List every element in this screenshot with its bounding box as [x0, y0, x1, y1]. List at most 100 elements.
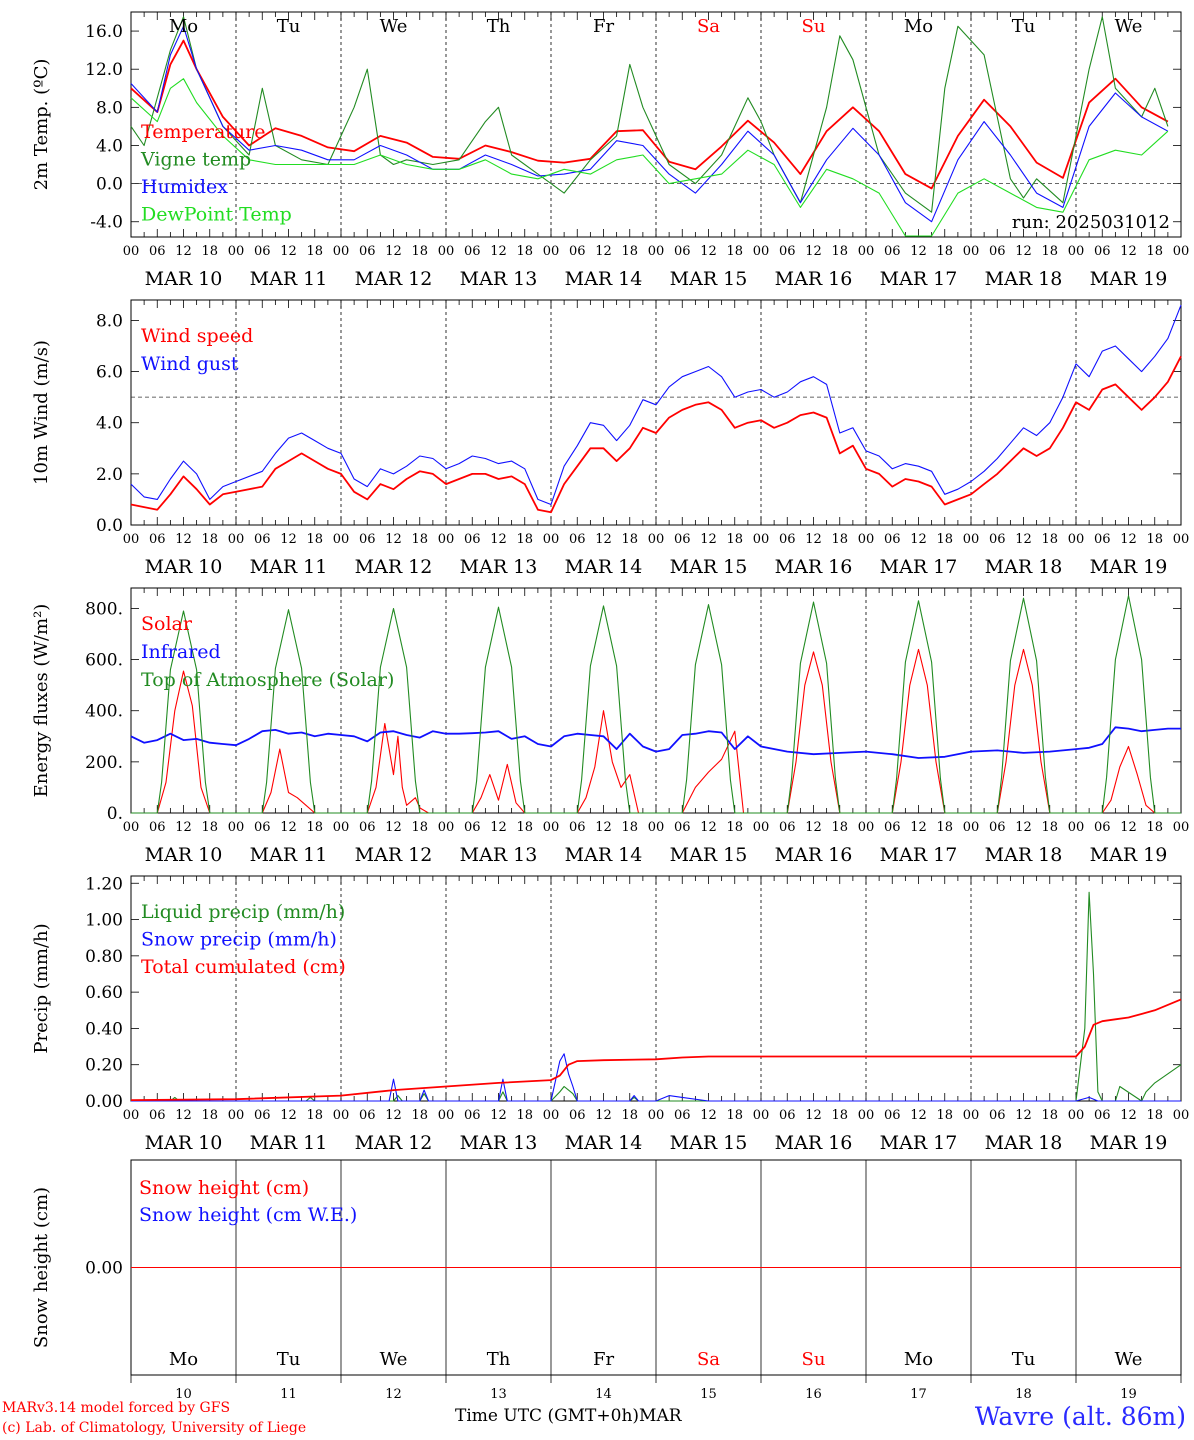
date-label: MAR 11 — [250, 556, 328, 578]
hour-label: 18 — [831, 532, 848, 547]
hour-label: 12 — [1015, 820, 1032, 835]
date-label: MAR 11 — [250, 268, 328, 290]
run-label: run: 2025031012 — [1012, 212, 1170, 233]
hour-label: 06 — [254, 244, 271, 259]
day-name: Sa — [697, 1349, 720, 1370]
hour-label: 18 — [411, 244, 428, 259]
hour-label: 00 — [648, 244, 665, 259]
hour-label: 00 — [648, 532, 665, 547]
x-axis-caption: Time UTC (GMT+0h)MAR — [455, 1406, 682, 1426]
hour-label: 12 — [700, 244, 717, 259]
date-label: MAR 13 — [460, 556, 538, 578]
series-line-vigne-temp — [130, 16, 1169, 213]
hour-label: 06 — [674, 532, 691, 547]
hour-label: 00 — [543, 1108, 560, 1123]
hour-label: 06 — [674, 820, 691, 835]
hour-label: 12 — [1015, 1108, 1032, 1123]
hour-label: 18 — [831, 820, 848, 835]
day-name: Su — [802, 16, 826, 37]
day-name: Th — [487, 16, 511, 37]
day-name: Tu — [1012, 16, 1036, 37]
hour-label: 00 — [123, 820, 140, 835]
hour-label: 18 — [201, 1108, 218, 1123]
hour-label: 18 — [726, 820, 743, 835]
hour-label: 12 — [805, 244, 822, 259]
hour-label: 00 — [858, 244, 875, 259]
series-line-snow-precip-mm-h- — [131, 1053, 1181, 1102]
hour-label: 00 — [438, 820, 455, 835]
hour-label: 00 — [753, 244, 770, 259]
hour-label: 06 — [254, 532, 271, 547]
hour-label: 00 — [438, 244, 455, 259]
y-tick-label: 400. — [85, 702, 123, 722]
hour-label: 00 — [963, 532, 980, 547]
hour-label: 06 — [989, 532, 1006, 547]
hour-label: 18 — [411, 1108, 428, 1123]
series-line-dewpoint-temp — [130, 78, 1169, 237]
hour-label: 00 — [123, 1108, 140, 1123]
hour-label: 06 — [674, 244, 691, 259]
hour-label: 00 — [228, 244, 245, 259]
day-name: Tu — [277, 16, 301, 37]
series-line-infrared — [130, 726, 1181, 759]
hour-label: 12 — [175, 1108, 192, 1123]
y-axis-label: 10m Wind (m/s) — [31, 340, 52, 485]
model-credit: MARv3.14 model forced by GFS — [2, 1400, 231, 1416]
legend-entry: Vigne temp — [140, 149, 251, 171]
hour-label: 12 — [700, 820, 717, 835]
hour-label: 18 — [831, 1108, 848, 1123]
y-tick-label: 12.0 — [85, 60, 123, 80]
hour-label: 18 — [411, 820, 428, 835]
hour-label: 06 — [884, 532, 901, 547]
day-number: 19 — [1120, 1387, 1137, 1402]
legend-entry: Temperature — [141, 121, 265, 143]
hour-label: 00 — [858, 820, 875, 835]
hour-label: 06 — [779, 532, 796, 547]
hour-label: 12 — [910, 1108, 927, 1123]
day-number: 12 — [385, 1387, 402, 1402]
hour-label: 00 — [1068, 820, 1085, 835]
hour-label: 18 — [1041, 532, 1058, 547]
y-tick-label: 800. — [85, 599, 123, 619]
y-axis-label: 2m Temp. (ºC) — [31, 59, 52, 191]
day-number: 17 — [910, 1387, 927, 1402]
hour-label: 18 — [621, 1108, 638, 1123]
date-label: MAR 12 — [355, 844, 433, 866]
hour-label: 06 — [254, 820, 271, 835]
hour-label: 18 — [201, 820, 218, 835]
hour-label: 06 — [464, 1108, 481, 1123]
date-label: MAR 15 — [670, 268, 748, 290]
hour-label: 00 — [333, 244, 350, 259]
hour-label: 00 — [1173, 820, 1190, 835]
date-label: MAR 15 — [670, 556, 748, 578]
date-label: MAR 17 — [880, 844, 958, 866]
hour-label: 18 — [831, 244, 848, 259]
hour-label: 18 — [936, 532, 953, 547]
y-tick-label: 1.20 — [85, 874, 123, 894]
hour-label: 06 — [569, 820, 586, 835]
hour-label: 06 — [1094, 820, 1111, 835]
hour-label: 18 — [1146, 820, 1163, 835]
hour-label: 12 — [700, 1108, 717, 1123]
hour-label: 12 — [910, 244, 927, 259]
date-label: MAR 17 — [880, 268, 958, 290]
hour-label: 00 — [438, 1108, 455, 1123]
y-tick-label: 0.0 — [96, 175, 123, 195]
series-line-top-of-atmosphere-solar- — [131, 595, 1181, 814]
series-line-wind-gust — [130, 304, 1182, 506]
hour-label: 06 — [464, 820, 481, 835]
hour-label: 06 — [1094, 244, 1111, 259]
day-name: Fr — [593, 16, 614, 37]
y-tick-label: 0.40 — [85, 1019, 123, 1039]
panel-frame-wind — [130, 299, 1182, 526]
hour-label: 12 — [805, 532, 822, 547]
y-tick-label: 0.0 — [96, 516, 123, 536]
hour-label: 00 — [1173, 1108, 1190, 1123]
hour-label: 06 — [884, 820, 901, 835]
date-label: MAR 19 — [1090, 268, 1168, 290]
date-label: MAR 13 — [460, 1132, 538, 1154]
hour-label: 06 — [254, 1108, 271, 1123]
hour-label: 18 — [201, 532, 218, 547]
legend-entry: Wind speed — [141, 325, 253, 347]
hour-label: 00 — [648, 820, 665, 835]
